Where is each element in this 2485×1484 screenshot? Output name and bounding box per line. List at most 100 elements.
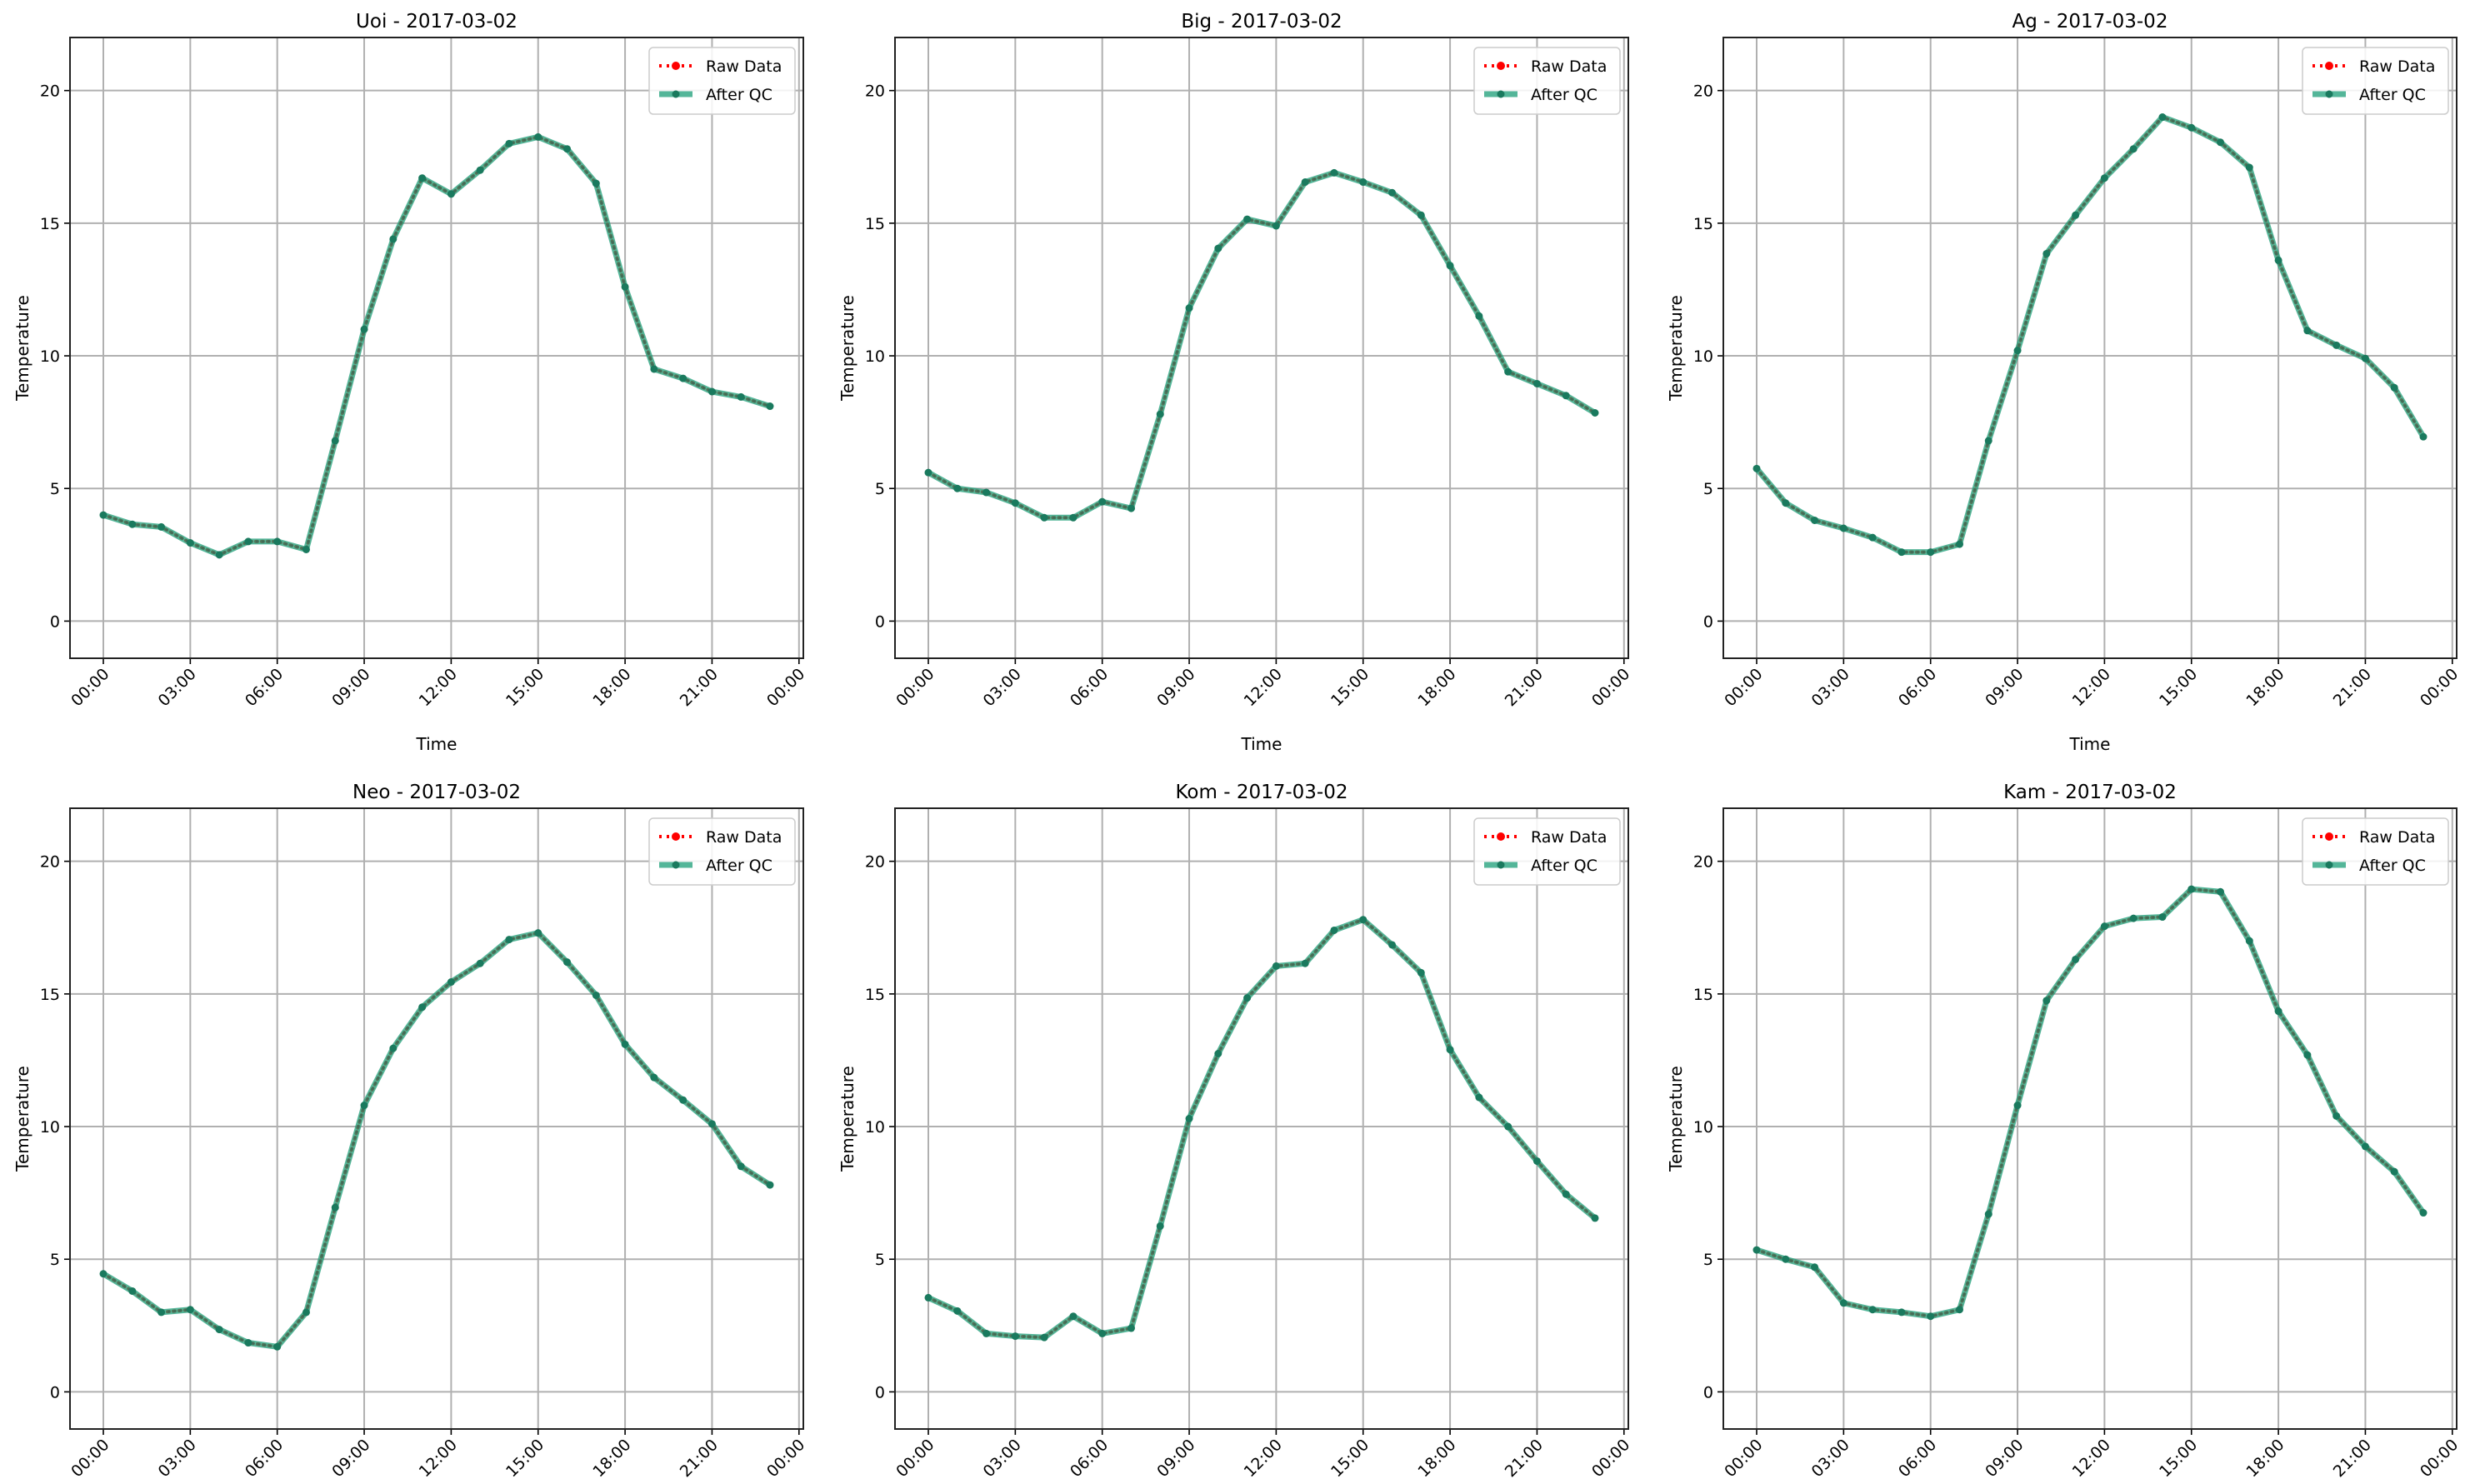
legend-qc-marker xyxy=(1497,90,1505,98)
after-qc-point xyxy=(592,991,600,999)
legend-qc-marker xyxy=(2325,90,2333,98)
series-after-qc xyxy=(927,917,1598,1341)
series-after-qc xyxy=(1754,114,2427,556)
after-qc-point xyxy=(534,132,542,141)
x-tick-label: 15:00 xyxy=(1328,1436,1372,1481)
legend-qc-marker xyxy=(672,90,680,98)
legend-box xyxy=(648,817,796,886)
after-qc-point xyxy=(2361,1142,2369,1151)
x-tick-label: 18:00 xyxy=(2242,1436,2288,1481)
subplot-title: Kam - 2017-03-02 xyxy=(2003,782,2177,803)
after-qc-point xyxy=(2274,256,2282,264)
after-qc-point xyxy=(1532,379,1541,387)
after-qc-point xyxy=(331,437,339,445)
after-qc-point xyxy=(1301,178,1309,187)
axes-frame xyxy=(69,807,804,1430)
y-tick-label: 10 xyxy=(40,1118,60,1137)
x-tick-label: 15:00 xyxy=(502,665,548,710)
x-tick-label: 06:00 xyxy=(1895,1436,1940,1481)
x-tick-label: 00:00 xyxy=(1721,665,1766,710)
series-overlap-dots xyxy=(102,136,771,557)
after-qc-point xyxy=(215,1326,223,1334)
series-overlap-dots xyxy=(1756,887,2425,1317)
legend-qc-label: After QC xyxy=(1531,857,1598,875)
y-tick-label: 5 xyxy=(1703,1251,1713,1269)
after-qc-point xyxy=(1475,1093,1483,1102)
after-qc-point xyxy=(1011,1332,1019,1341)
series-overlap-dots xyxy=(928,172,1596,519)
after-qc-point xyxy=(1185,1115,1193,1122)
after-qc-point xyxy=(2129,145,2138,153)
after-qc-point xyxy=(1214,244,1222,252)
after-qc-point xyxy=(1098,497,1107,506)
x-tick-label: 03:00 xyxy=(1808,1436,1853,1481)
after-qc-point xyxy=(2158,913,2167,922)
after-qc-point xyxy=(1446,1046,1454,1054)
legend: Raw Data After QC xyxy=(2302,47,2449,115)
x-tick-label: 21:00 xyxy=(2330,665,2375,710)
after-qc-point xyxy=(1388,941,1397,949)
after-qc-point xyxy=(2217,138,2225,147)
after-qc-point xyxy=(128,1287,137,1295)
legend-raw-marker xyxy=(2325,832,2333,841)
after-qc-point xyxy=(1752,464,1761,472)
after-qc-point xyxy=(563,145,572,153)
y-axis-label: Temperature xyxy=(12,295,32,402)
after-qc-point xyxy=(2042,997,2051,1005)
x-tick-label: 18:00 xyxy=(2242,665,2288,710)
axes-frame xyxy=(894,37,1629,659)
x-tick-label: 09:00 xyxy=(1982,1436,2027,1481)
after-qc-point xyxy=(1069,1312,1078,1321)
after-qc-point xyxy=(1359,178,1368,187)
after-qc-point xyxy=(1955,540,1963,548)
after-qc-point xyxy=(1475,312,1483,320)
after-qc-point xyxy=(2361,354,2369,362)
after-qc-point xyxy=(505,139,513,147)
legend: Raw Data After QC xyxy=(2302,817,2449,886)
after-qc-point xyxy=(244,537,252,546)
legend-raw-label: Raw Data xyxy=(706,57,782,76)
after-qc-point xyxy=(1040,1333,1048,1342)
x-tick-label: 00:00 xyxy=(68,1436,112,1481)
subplot-ag: 0 5 10 15 20 00:00 03:00 06:00 09:00 12:00 15:00 18… xyxy=(1666,11,2462,754)
subplot-big: 0 5 10 15 20 00:00 03:00 06:00 09:00 12:00 15:00 18… xyxy=(838,11,1633,754)
after-qc-point xyxy=(1272,222,1280,230)
y-tick-label: 10 xyxy=(865,1118,885,1137)
after-qc-point xyxy=(2390,383,2398,392)
x-tick-label: 12:00 xyxy=(2069,665,2114,710)
after-qc-point xyxy=(158,1308,166,1317)
subplot-title: Neo - 2017-03-02 xyxy=(352,782,521,803)
subplot-title: Uoi - 2017-03-02 xyxy=(356,11,518,32)
after-qc-point xyxy=(273,1342,282,1351)
series-raw-data xyxy=(102,135,772,557)
legend-raw-marker xyxy=(2325,62,2333,70)
after-qc-point xyxy=(1811,516,1819,524)
after-qc-point xyxy=(2245,163,2253,172)
after-qc-point xyxy=(1185,304,1193,312)
legend-raw-label: Raw Data xyxy=(2359,828,2435,847)
after-qc-point xyxy=(1504,367,1512,376)
after-qc-point xyxy=(360,325,368,333)
y-tick-label: 5 xyxy=(875,1251,885,1269)
x-tick-label: 09:00 xyxy=(328,1436,373,1481)
y-axis-label: Temperature xyxy=(838,1066,858,1172)
legend-raw-marker xyxy=(1497,62,1505,70)
y-axis-label: Temperature xyxy=(1666,1066,1686,1172)
after-qc-point xyxy=(1127,1324,1135,1332)
y-tick-label: 0 xyxy=(50,1383,60,1402)
after-qc-point xyxy=(389,235,398,243)
legend-raw-label: Raw Data xyxy=(1531,57,1607,76)
after-qc-point xyxy=(2100,922,2108,931)
x-tick-label: 00:00 xyxy=(763,665,808,710)
series-after-qc xyxy=(1755,886,2426,1320)
y-tick-label: 10 xyxy=(1693,1118,1713,1137)
axes-frame xyxy=(1722,807,2458,1430)
legend-box xyxy=(1473,47,1621,115)
after-qc-point xyxy=(447,978,455,987)
after-qc-point xyxy=(1359,916,1368,924)
after-qc-point xyxy=(982,1329,991,1337)
y-tick-label: 20 xyxy=(865,82,885,101)
x-tick-label: 06:00 xyxy=(242,1436,287,1481)
x-tick-label: 18:00 xyxy=(1414,1436,1459,1481)
x-tick-label: 00:00 xyxy=(68,665,112,710)
